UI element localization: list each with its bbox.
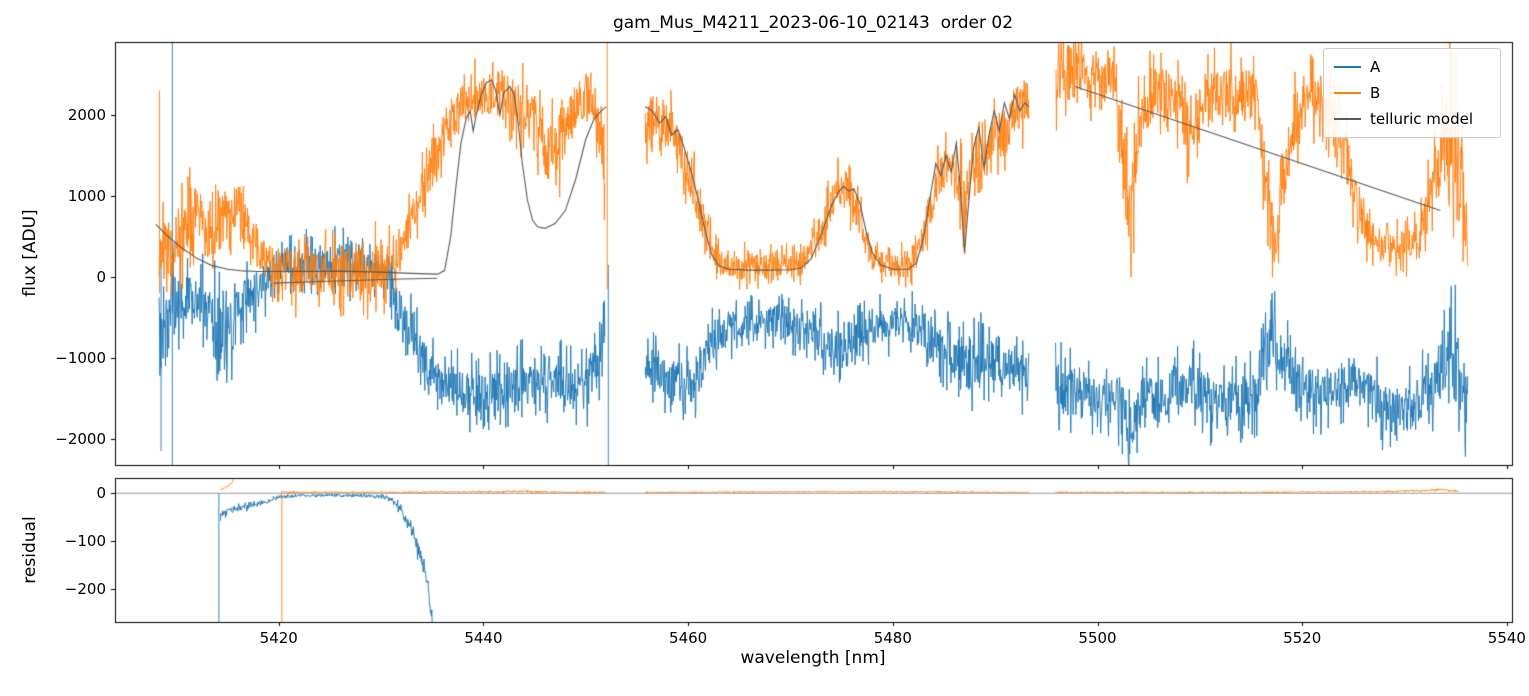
series-telluric-line-swatch [1334,118,1361,120]
legend-entry-b: B [1334,84,1490,102]
y-tick-label: −1000 [55,349,106,368]
legend-label-telluric: telluric model [1370,110,1474,128]
series-a-line-swatch [1334,66,1361,68]
y-tick-label: 0 [96,268,106,286]
legend-entry-a: A [1334,58,1490,76]
flux-axis-label: flux [ADU] [20,209,40,297]
chart-title: gam_Mus_M4211_2023-06-10_02143 order 02 [612,13,1014,33]
x-tick-label: 5500 [1078,629,1117,647]
x-tick-label: 5540 [1487,629,1526,647]
residual-axis-label: residual [20,516,40,584]
legend: A B telluric model [1323,48,1501,138]
y-tick-label: 1000 [67,186,106,205]
y-tick-label: −2000 [55,430,106,449]
x-axis-label: wavelength [nm] [740,648,886,668]
x-tick-label: 5440 [464,629,503,647]
y-tick-label: −100 [64,531,106,550]
x-tick-label: 5460 [669,629,708,647]
legend-label-b: B [1370,84,1381,102]
x-tick-label: 5480 [873,629,912,647]
y-tick-label: −200 [64,579,106,598]
x-tick-label: 5520 [1283,629,1322,647]
x-tick-label: 5420 [259,629,298,647]
series-b-line-swatch [1334,92,1361,94]
y-tick-label: 2000 [67,105,106,124]
y-tick-label: 0 [96,484,106,503]
legend-label-a: A [1370,58,1381,76]
legend-entry-telluric: telluric model [1334,110,1490,128]
